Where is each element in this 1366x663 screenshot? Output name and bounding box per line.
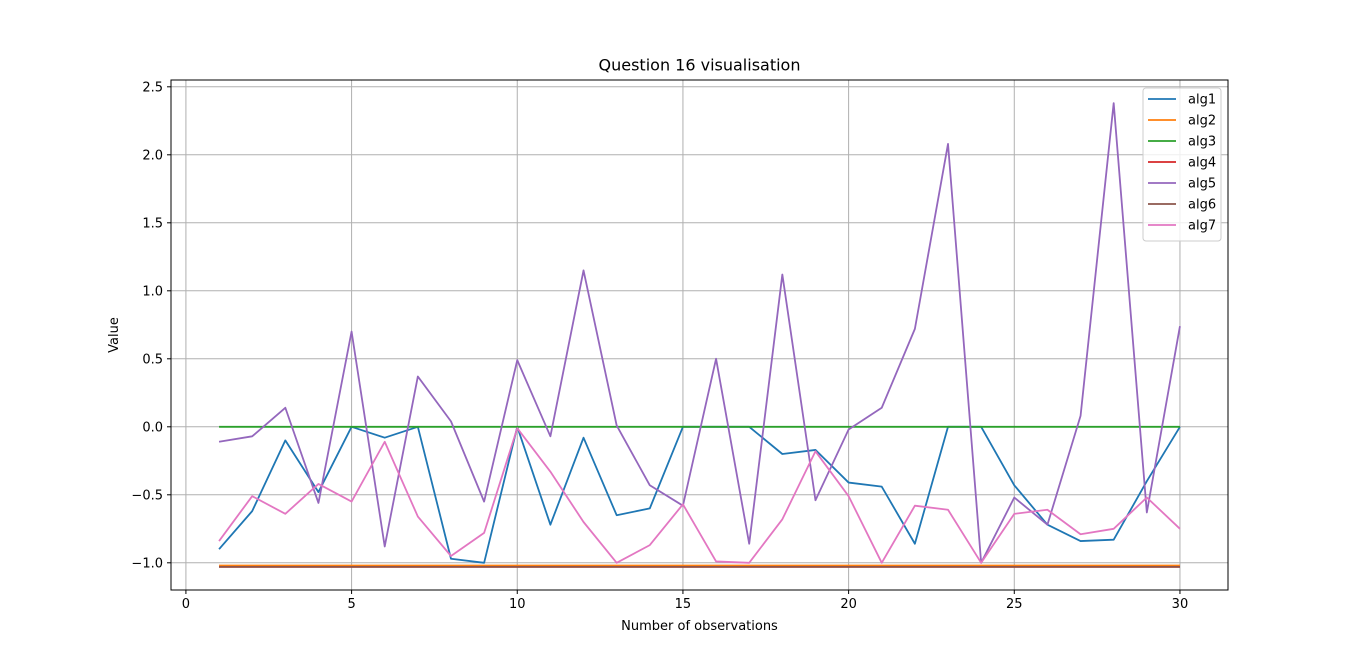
x-tick-label: 10 bbox=[509, 597, 526, 612]
y-tick-label: 1.5 bbox=[142, 216, 163, 231]
x-tick-label: 30 bbox=[1172, 597, 1189, 612]
series-line-alg7 bbox=[218, 427, 1181, 564]
series-line-alg5 bbox=[218, 102, 1181, 564]
legend-label-alg2: alg2 bbox=[1188, 114, 1216, 129]
y-tick-label: 2.0 bbox=[142, 148, 163, 163]
series-lines bbox=[218, 102, 1181, 568]
y-tick-label: 0.0 bbox=[142, 420, 163, 435]
x-tick-label: 20 bbox=[840, 597, 857, 612]
chart-title: Question 16 visualisation bbox=[599, 56, 801, 75]
x-tick-label: 0 bbox=[182, 597, 190, 612]
legend: alg1 alg2 alg3 alg4 alg5 alg6 alg7 bbox=[1142, 87, 1222, 242]
grid-lines bbox=[171, 80, 1228, 590]
legend-label-alg1: alg1 bbox=[1188, 93, 1216, 108]
y-tick-label: −1.0 bbox=[131, 556, 163, 571]
legend-label-alg5: alg5 bbox=[1188, 177, 1216, 192]
x-tick-label: 25 bbox=[1006, 597, 1023, 612]
x-axis-label: Number of observations bbox=[621, 619, 778, 634]
y-tick-label: 2.5 bbox=[142, 80, 163, 95]
legend-box bbox=[1142, 87, 1222, 242]
y-tick-label: 0.5 bbox=[142, 352, 163, 367]
legend-label-alg3: alg3 bbox=[1188, 135, 1216, 150]
x-tick-label: 15 bbox=[675, 597, 692, 612]
axis-ticks: 0 5 10 15 20 25 30 −1.0 −0.5 0.0 0.5 1.0 1.5 2.0 2.5 bbox=[131, 80, 1188, 612]
x-tick-label: 5 bbox=[347, 597, 355, 612]
y-axis-label: Value bbox=[107, 317, 122, 353]
legend-label-alg4: alg4 bbox=[1188, 156, 1216, 171]
legend-label-alg6: alg6 bbox=[1188, 198, 1216, 213]
y-tick-label: 1.0 bbox=[142, 284, 163, 299]
y-tick-label: −0.5 bbox=[131, 488, 163, 503]
legend-label-alg7: alg7 bbox=[1188, 219, 1216, 234]
plot-frame bbox=[170, 79, 1229, 591]
